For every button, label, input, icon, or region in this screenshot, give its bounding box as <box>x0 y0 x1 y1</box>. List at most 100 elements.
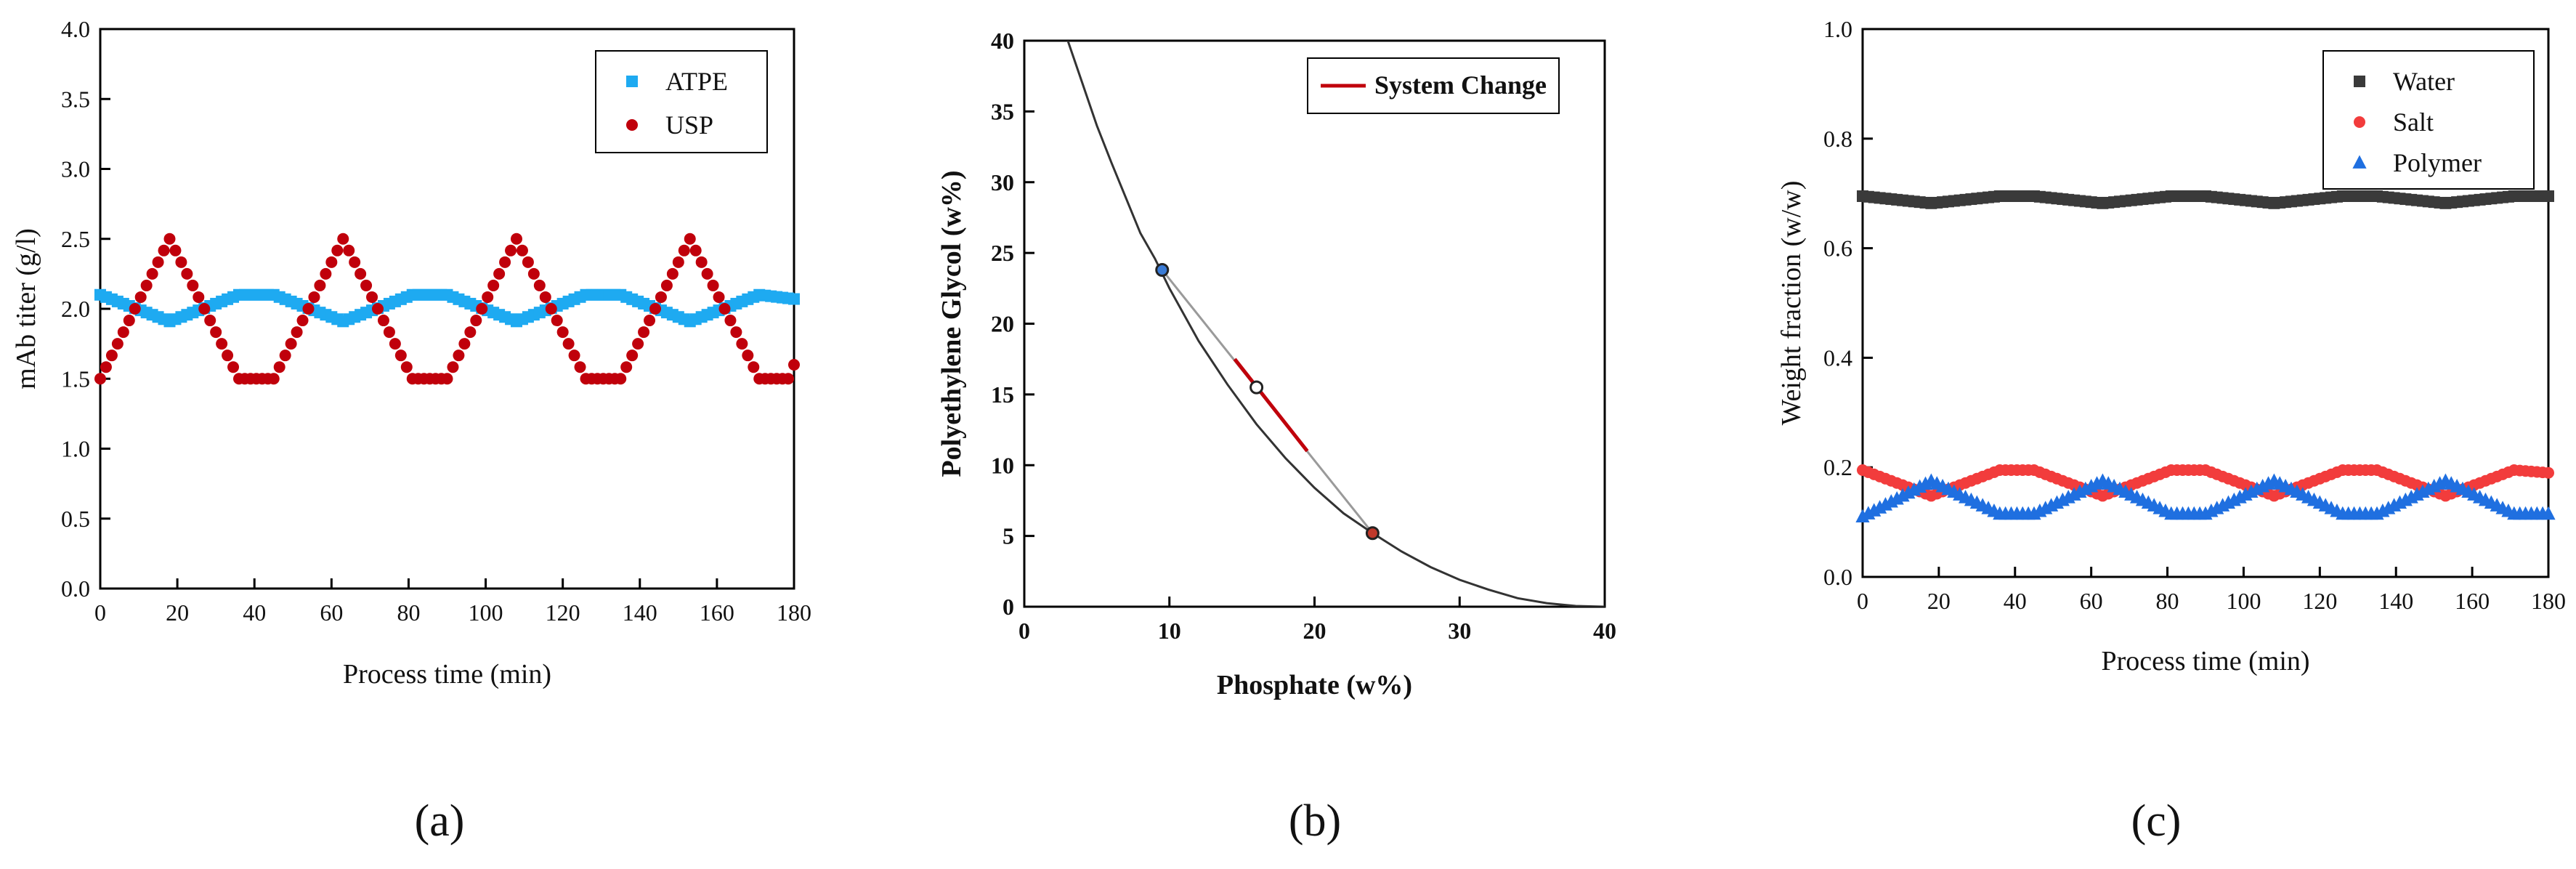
x-tick-label: 180 <box>777 599 811 626</box>
panel-label-c: (c) <box>2131 796 2182 846</box>
panel-label-b: (b) <box>1289 796 1341 846</box>
y-tick-label: 0 <box>1003 594 1014 620</box>
panel-b: 0 10 20 30 40 0 5 10 15 20 25 30 35 40 Phosphate (w%) P… <box>936 28 1616 700</box>
data-point <box>470 315 482 327</box>
y-tick-label: 1.0 <box>61 436 90 462</box>
data-point <box>562 338 575 350</box>
data-point <box>718 303 731 315</box>
data-point <box>2543 466 2554 479</box>
data-point <box>707 279 719 291</box>
y-tick-label: 0.0 <box>1823 564 1852 590</box>
legend-box <box>595 50 768 153</box>
data-point <box>152 256 164 268</box>
data-point <box>626 349 639 362</box>
data-point <box>400 361 413 373</box>
data-point <box>320 267 332 280</box>
data-point <box>655 291 667 303</box>
data-point <box>227 361 240 373</box>
x-axis-label: Process time (min) <box>343 659 551 690</box>
y-tick-label: 1.0 <box>1823 16 1852 42</box>
legend-marker <box>626 119 638 131</box>
data-point <box>140 279 153 291</box>
x-tick-label: 30 <box>1448 618 1471 644</box>
data-point <box>505 244 517 256</box>
binodal-curve <box>1066 41 1605 607</box>
plot-frame <box>1023 39 1606 608</box>
data-point <box>736 338 748 350</box>
data-point <box>2543 190 2554 202</box>
data-point <box>522 256 534 268</box>
panel-label-a: (a) <box>415 796 465 846</box>
y-tick-label: 15 <box>991 381 1014 408</box>
legend-marker <box>2352 155 2367 169</box>
series-salt <box>1857 464 2554 502</box>
data-point <box>337 233 349 245</box>
x-tick-label: 40 <box>2004 588 2027 614</box>
data-point <box>689 244 702 256</box>
panel-a: 0 20 40 60 80 100 120 140 160 180 0.0 0.5 1.0 1.5 2.0 2… <box>11 16 811 690</box>
data-point <box>493 267 506 280</box>
series-atpe <box>94 288 800 328</box>
x-tick-label: 160 <box>700 599 734 626</box>
panel-c: 0 20 40 60 80 100 120 140 160 180 0.0 0.2 0.4 0.6 0.8 1… <box>1776 16 2566 676</box>
data-point <box>291 326 303 339</box>
data-point <box>568 349 580 362</box>
data-point <box>355 267 367 280</box>
y-tick-label: 0.4 <box>1823 344 1852 371</box>
y-tick-label: 25 <box>991 240 1014 266</box>
data-point <box>372 303 384 315</box>
y-tick-label: 0.0 <box>61 575 90 602</box>
y-axis-label: Polyethylene Glycol (w%) <box>936 170 967 477</box>
data-point <box>453 349 465 362</box>
data-point <box>533 279 546 291</box>
x-tick-label: 20 <box>1927 588 1951 614</box>
x-tick-label: 140 <box>2378 588 2413 614</box>
data-point <box>94 373 106 385</box>
legend-marker <box>2354 76 2365 87</box>
data-point <box>366 291 378 303</box>
data-point <box>660 279 673 291</box>
y-tick-label: 30 <box>991 169 1014 195</box>
data-point <box>163 233 176 245</box>
x-tick-label: 120 <box>546 599 580 626</box>
data-point <box>146 267 158 280</box>
plot-frame <box>1861 28 2550 578</box>
data-point <box>695 256 708 268</box>
data-point <box>181 267 193 280</box>
data-point <box>111 338 123 350</box>
y-axis-label: mAb titer (g/l) <box>11 228 41 389</box>
data-point <box>123 315 135 327</box>
legend-marker <box>626 76 638 87</box>
x-tick-label: 140 <box>623 599 657 626</box>
data-point <box>285 338 297 350</box>
x-tick-label: 10 <box>1158 618 1181 644</box>
legend: Water Salt Polymer <box>2322 50 2535 190</box>
x-tick-label: 20 <box>1303 618 1327 644</box>
series-usp <box>94 233 800 385</box>
data-point <box>684 233 696 245</box>
data-point <box>193 291 205 303</box>
y-tick-label: 0.2 <box>1823 454 1852 480</box>
y-tick-label: 2.5 <box>61 226 90 252</box>
data-point <box>216 338 228 350</box>
data-point <box>724 315 737 327</box>
y-tick-label: 0.8 <box>1823 126 1852 152</box>
y-tick-label: 20 <box>991 311 1014 337</box>
data-point <box>476 303 488 315</box>
data-point <box>377 315 389 327</box>
data-point <box>666 267 679 280</box>
data-point <box>222 349 234 362</box>
data-point <box>331 244 344 256</box>
legend-label: Salt <box>2393 108 2434 137</box>
y-tick-label: 10 <box>991 452 1014 478</box>
x-tick-label: 100 <box>2226 588 2261 614</box>
data-point <box>325 256 338 268</box>
data-point <box>551 315 563 327</box>
x-tick-label: 40 <box>1593 618 1616 644</box>
bottom-phase-point <box>1365 526 1380 541</box>
data-point <box>2541 506 2556 520</box>
data-point <box>447 361 459 373</box>
data-point <box>273 361 285 373</box>
y-tick-label: 35 <box>991 98 1014 124</box>
